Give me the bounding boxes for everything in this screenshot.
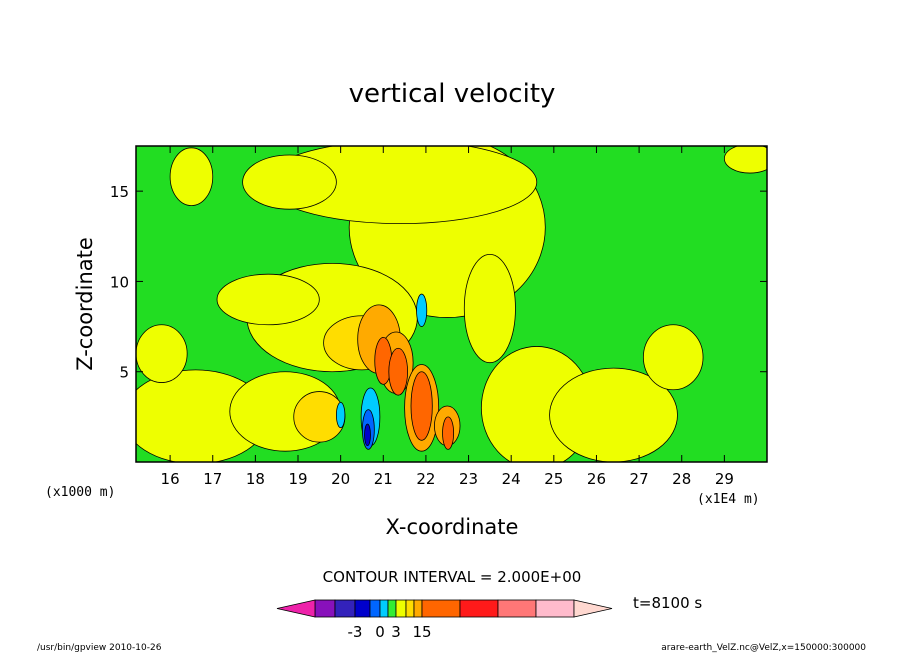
contour-region-6 — [136, 324, 188, 383]
x-tick-label: 25 — [544, 470, 563, 488]
colorbar-swatch-10 — [421, 599, 461, 618]
x-tick-label: 20 — [331, 470, 350, 488]
y-tick-label: 15 — [110, 183, 129, 201]
footer-left: /usr/bin/gpview 2010-10-26 — [37, 643, 162, 653]
x-tick-label: 26 — [587, 470, 606, 488]
colorbar-tick-label: -3 — [348, 623, 363, 641]
colorbar-tick-label: 0 — [375, 623, 385, 641]
colorbar-swatch-2 — [334, 599, 356, 618]
footer-right: arare-earth_VelZ.nc@VelZ,x=150000:300000 — [661, 643, 866, 653]
x-tick-label: 16 — [161, 470, 180, 488]
x-axis-ticks: 16 17 18 19 20 21 22 23 24 25 26 27 28 29 — [161, 146, 734, 488]
colorbar-high-extension — [573, 599, 613, 618]
contour-region-28 — [364, 423, 371, 447]
y-axis-ticks: 5 10 15 — [110, 183, 767, 382]
plot-frame — [135, 145, 768, 463]
contour-region-22 — [410, 371, 433, 441]
contour-region-3 — [216, 273, 320, 326]
contour-region-10 — [169, 147, 214, 206]
x-tick-label: 27 — [630, 470, 649, 488]
contour-region-26 — [335, 402, 346, 429]
colorbar-swatch-1 — [314, 599, 336, 618]
contour-region-21 — [388, 347, 408, 396]
colorbar-ticks: -3 0 3 15 — [348, 623, 432, 641]
colorbar-swatch-13 — [535, 599, 575, 618]
x-axis-label: X-coordinate — [386, 515, 519, 539]
colorbar-swatch-11 — [459, 599, 499, 618]
x-unit-label: (x1E4 m) — [697, 492, 760, 507]
x-tick-label: 28 — [672, 470, 691, 488]
contour-regions — [136, 146, 767, 462]
colorbar-swatch-5 — [379, 599, 389, 618]
colorbar-swatch-12 — [497, 599, 537, 618]
x-tick-label: 18 — [246, 470, 265, 488]
colorbar-tick-label: 3 — [391, 623, 401, 641]
contour-region-23 — [442, 416, 455, 450]
y-tick-label: 10 — [110, 273, 129, 291]
plot-area — [135, 145, 768, 463]
x-tick-label: 17 — [203, 470, 222, 488]
contour-region-12 — [642, 324, 704, 391]
x-tick-label: 29 — [715, 470, 734, 488]
x-tick-label: 23 — [459, 470, 478, 488]
y-tick-label: 5 — [119, 364, 129, 382]
y-unit-label: (x1000 m) — [45, 485, 115, 500]
time-label: t=8100 s — [633, 594, 702, 612]
contour-interval-label: CONTOUR INTERVAL = 2.000E+00 — [323, 568, 582, 586]
y-axis-label: Z-coordinate — [73, 237, 97, 371]
contour-region-24 — [416, 293, 428, 327]
colorbar-swatch-3 — [354, 599, 371, 618]
colorbar-swatch-4 — [369, 599, 381, 618]
x-tick-label: 22 — [416, 470, 435, 488]
x-tick-label: 24 — [502, 470, 521, 488]
x-tick-label: 21 — [374, 470, 393, 488]
colorbar-swatch-6 — [387, 599, 397, 618]
contour-region-9 — [463, 253, 516, 364]
chart-title: vertical velocity — [349, 79, 556, 109]
contour-region-13 — [723, 146, 767, 174]
colorbar-tick-label: 15 — [412, 623, 431, 641]
colorbar-swatch-9 — [413, 599, 423, 618]
colorbar-low-extension — [276, 599, 316, 618]
colorbar-swatch-8 — [405, 599, 415, 618]
contour-region-11 — [242, 154, 337, 210]
colorbar-swatch-7 — [395, 599, 407, 618]
colorbar — [276, 599, 613, 618]
x-tick-label: 19 — [288, 470, 307, 488]
